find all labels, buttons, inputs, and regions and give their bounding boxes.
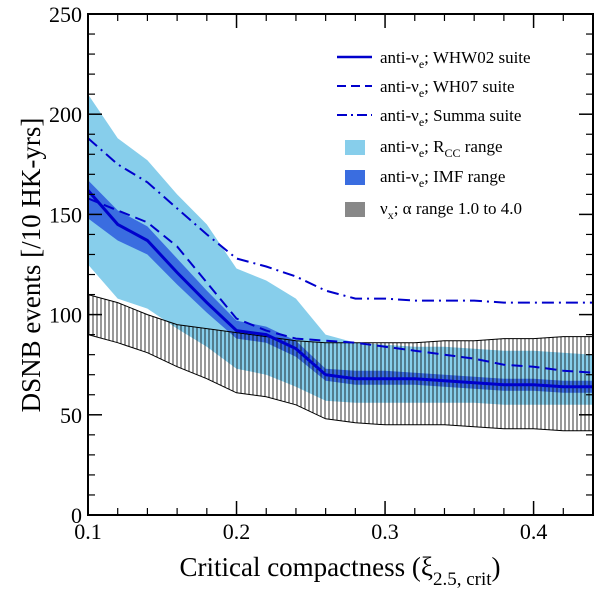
bands-layer: [88, 94, 594, 432]
y-tick-label: 0: [71, 503, 82, 528]
x-tick-label: 0.1: [74, 519, 102, 544]
legend-label-rcc: anti-νe; RCC range: [380, 137, 503, 160]
plot-frame: [87, 13, 594, 516]
legend-label-nux: νx; α range 1.0 to 4.0: [380, 199, 522, 222]
x-tick-label: 0.4: [520, 519, 548, 544]
legend-swatch-imf: [345, 170, 365, 185]
y-tick-label: 200: [49, 102, 82, 127]
legend-swatch-rcc: [345, 140, 365, 155]
y-tick-label: 100: [49, 303, 82, 328]
legend-label-wh07: anti-νe; WH07 suite: [380, 77, 515, 100]
ticks-layer: [87, 13, 593, 516]
y-tick-label: 50: [60, 403, 82, 428]
y-tick-label: 250: [49, 2, 82, 27]
legend-label-whw02: anti-νe; WHW02 suite: [380, 48, 531, 71]
tick-labels: 0.1 0.2 0.3 0.4 0 50 100 150 200 250: [49, 2, 547, 544]
series-line-summa: [88, 137, 593, 304]
y-tick-label: 150: [49, 202, 82, 227]
x-tick-label: 0.2: [223, 519, 251, 544]
lines-layer: [88, 137, 594, 389]
legend-label-summa: anti-νe; Summa suite: [380, 106, 521, 129]
series-line-whw02: [88, 189, 593, 389]
legend-swatch-nux: [345, 202, 365, 217]
x-tick-label: 0.3: [371, 519, 399, 544]
y-axis-label: DSNB events [/10 HK-yrs]: [16, 118, 46, 413]
band-rcc-range: [88, 94, 593, 405]
x-axis-label: Critical compactness (ξ2.5, crit): [179, 552, 500, 590]
legend: anti-νe; WHW02 suite anti-νe; WH07 suite…: [337, 48, 531, 222]
series-line-wh07: [88, 197, 594, 374]
legend-label-imf: anti-νe; IMF range: [380, 167, 505, 190]
